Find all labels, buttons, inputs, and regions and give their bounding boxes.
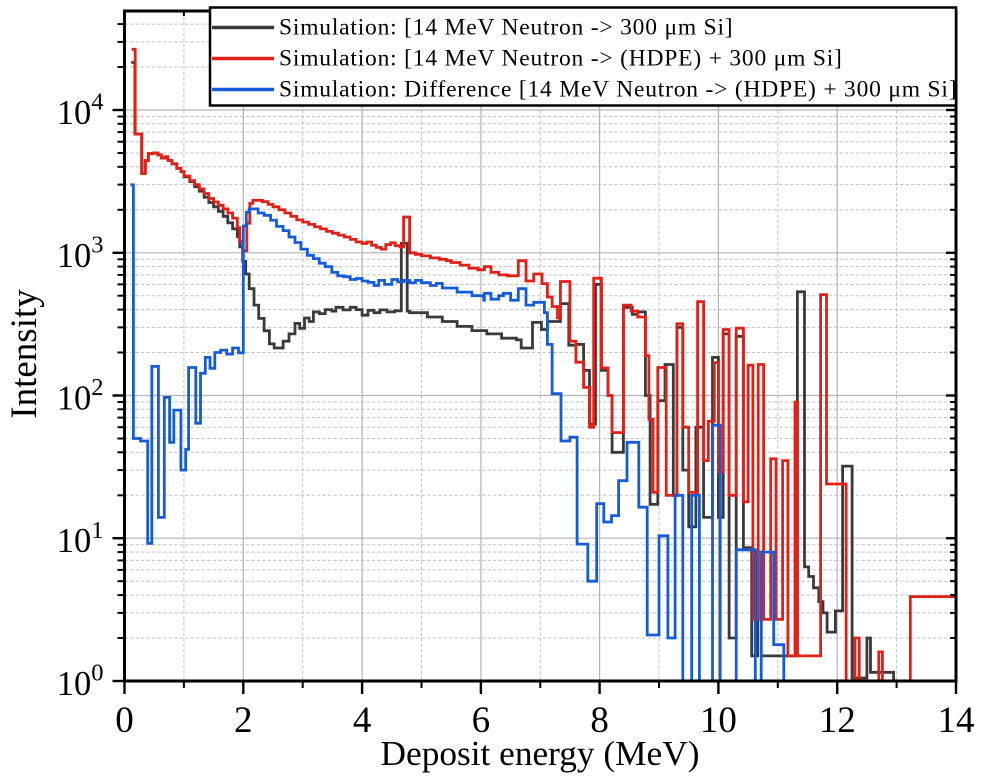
svg-text:Intensity: Intensity xyxy=(4,289,45,419)
svg-text:4: 4 xyxy=(353,700,372,741)
svg-text:0: 0 xyxy=(115,700,134,741)
svg-text:Simulation: [14 MeV Neutron ->: Simulation: [14 MeV Neutron -> (HDPE) + … xyxy=(279,46,843,72)
svg-text:Simulation: Difference [14 MeV: Simulation: Difference [14 MeV Neutron -… xyxy=(279,77,957,103)
svg-text:12: 12 xyxy=(819,700,856,741)
svg-text:6: 6 xyxy=(472,700,491,741)
svg-text:10: 10 xyxy=(700,700,737,741)
svg-text:100: 100 xyxy=(57,660,104,703)
svg-text:2: 2 xyxy=(234,700,253,741)
svg-text:8: 8 xyxy=(590,700,609,741)
svg-text:Deposit energy (MeV): Deposit energy (MeV) xyxy=(381,734,700,773)
svg-text:14: 14 xyxy=(938,700,975,741)
svg-text:Simulation: [14 MeV Neutron ->: Simulation: [14 MeV Neutron -> 300 μm Si… xyxy=(279,15,733,41)
